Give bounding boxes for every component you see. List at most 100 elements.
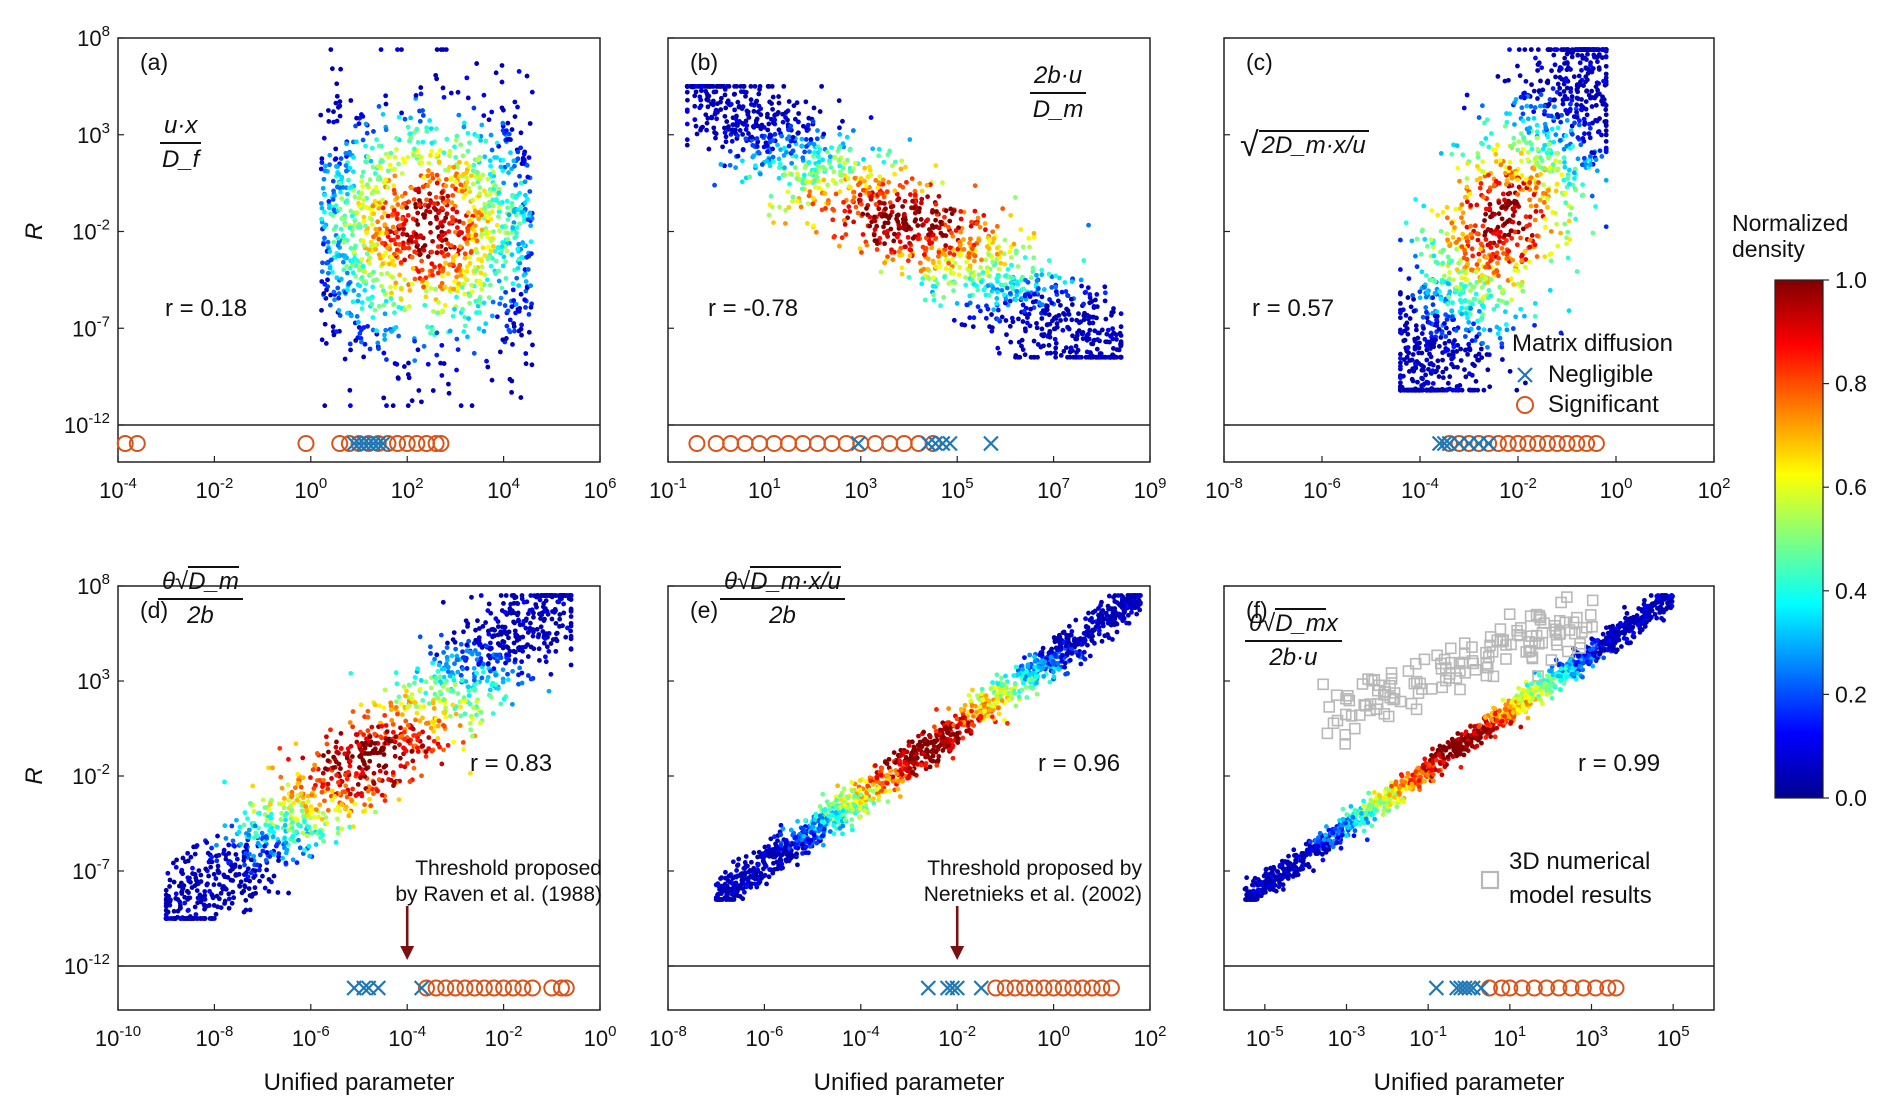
density-point xyxy=(361,354,367,360)
significant-marker xyxy=(297,435,315,452)
density-point xyxy=(987,324,992,330)
density-point xyxy=(1404,354,1410,360)
density-point xyxy=(821,177,827,183)
density-point xyxy=(804,179,809,184)
density-point xyxy=(1533,209,1539,214)
density-point xyxy=(402,245,407,251)
density-point xyxy=(1526,130,1532,135)
density-point xyxy=(486,229,492,235)
density-point xyxy=(325,108,331,113)
density-point xyxy=(331,332,337,338)
density-point xyxy=(1462,194,1468,200)
density-point xyxy=(412,358,418,363)
density-point xyxy=(692,93,698,99)
density-point xyxy=(786,99,792,104)
density-point xyxy=(1446,294,1452,300)
density-point xyxy=(213,876,219,881)
density-point xyxy=(811,223,816,229)
density-point xyxy=(857,192,863,198)
density-point xyxy=(1457,178,1462,184)
density-point xyxy=(458,403,464,409)
density-point xyxy=(964,302,970,308)
density-point xyxy=(449,200,455,206)
density-point xyxy=(951,252,957,258)
density-point xyxy=(514,275,520,281)
density-point xyxy=(489,377,495,383)
density-point xyxy=(454,294,459,300)
density-point xyxy=(1557,85,1563,91)
density-point xyxy=(794,100,800,106)
density-point xyxy=(408,131,413,137)
density-point xyxy=(393,280,399,286)
density-point xyxy=(448,90,454,96)
density-point xyxy=(519,161,525,167)
density-point xyxy=(864,206,869,211)
density-point xyxy=(1414,236,1420,242)
density-point xyxy=(1510,257,1515,263)
density-point xyxy=(1002,237,1008,243)
density-point xyxy=(496,190,502,196)
density-point xyxy=(1421,203,1427,209)
density-point xyxy=(434,76,440,82)
density-point xyxy=(951,288,956,294)
density-point xyxy=(837,189,843,195)
density-point xyxy=(1465,352,1471,357)
density-point xyxy=(308,815,313,821)
density-point xyxy=(1578,103,1584,108)
density-point xyxy=(568,646,574,652)
density-point xyxy=(364,230,369,236)
density-point xyxy=(428,330,433,336)
density-point xyxy=(486,117,492,123)
density-point xyxy=(529,89,535,95)
density-point xyxy=(328,211,333,217)
density-point xyxy=(740,132,746,137)
density-point xyxy=(983,315,989,321)
density-point xyxy=(1494,268,1499,273)
density-point xyxy=(1603,149,1609,155)
density-point xyxy=(392,284,398,290)
density-point xyxy=(1459,305,1465,311)
density-point xyxy=(416,388,422,393)
density-point xyxy=(343,163,349,169)
density-point xyxy=(1406,276,1412,281)
density-point xyxy=(513,301,519,307)
density-point xyxy=(469,733,475,739)
density-point xyxy=(999,314,1005,320)
density-point xyxy=(507,317,513,323)
density-point xyxy=(509,378,515,384)
density-point xyxy=(1419,362,1424,368)
density-point xyxy=(1413,323,1419,329)
density-point xyxy=(1488,258,1494,264)
density-point xyxy=(885,152,891,158)
density-point xyxy=(363,143,368,149)
density-point xyxy=(553,648,559,654)
density-point xyxy=(462,323,468,329)
density-point xyxy=(986,273,992,279)
density-point xyxy=(1479,355,1485,360)
density-point xyxy=(1484,352,1490,357)
density-point xyxy=(442,303,448,308)
density-point xyxy=(394,135,399,141)
density-point xyxy=(425,204,431,210)
density-point xyxy=(397,242,403,247)
density-point xyxy=(473,298,479,304)
density-point xyxy=(1449,308,1454,314)
density-point xyxy=(982,227,988,233)
density-point xyxy=(1431,340,1436,345)
density-point xyxy=(348,313,354,319)
density-point xyxy=(389,254,394,260)
density-point xyxy=(368,239,374,245)
density-point xyxy=(354,771,359,776)
density-point xyxy=(1411,296,1416,302)
density-point xyxy=(1418,251,1424,257)
density-point xyxy=(1517,73,1523,79)
density-point xyxy=(766,83,772,89)
density-point xyxy=(1106,354,1112,360)
density-point xyxy=(429,148,435,154)
density-point xyxy=(399,47,404,53)
density-point xyxy=(751,108,757,114)
density-point xyxy=(996,266,1002,272)
density-point xyxy=(982,221,988,226)
density-point xyxy=(1102,298,1108,304)
